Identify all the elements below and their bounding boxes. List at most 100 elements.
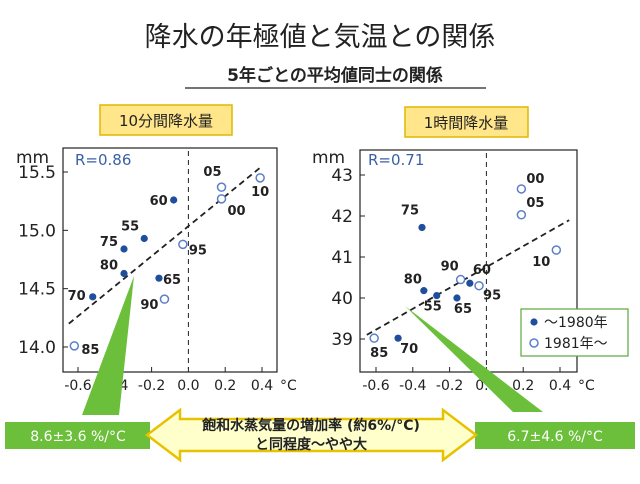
right-point-05 <box>516 210 527 220</box>
right-point-75 <box>418 223 426 232</box>
right-point-label-05: 05 <box>526 196 544 211</box>
right-point-label-55: 55 <box>424 300 442 315</box>
left-point-label-05: 05 <box>203 165 221 180</box>
right-point-55 <box>433 291 441 300</box>
right-x-tick-label: 0.2 <box>512 378 534 394</box>
right-point-95 <box>474 280 484 291</box>
left-point-label-55: 55 <box>121 220 139 235</box>
note-double-arrow <box>144 407 479 463</box>
right-point-00 <box>516 184 527 194</box>
left-point-label-00: 00 <box>228 204 246 219</box>
right-plot-frame <box>359 149 578 373</box>
left-point-90 <box>159 294 170 304</box>
left-panel-title-box <box>99 104 233 136</box>
right-point-label-65: 65 <box>454 302 472 317</box>
right-rate-box <box>475 422 635 449</box>
note-line-1: 飽和水蒸気量の増加率 (約6%/°C) <box>201 417 420 434</box>
right-panel-title: 1時間降水量 <box>424 114 509 132</box>
right-point-label-90: 90 <box>441 260 459 275</box>
left-point-55 <box>140 234 148 243</box>
left-point-label-60: 60 <box>150 194 168 209</box>
right-y-unit: mm <box>312 148 345 168</box>
right-point-label-85: 85 <box>370 346 388 361</box>
left-point-10 <box>255 173 265 183</box>
right-panel-title-box <box>404 106 529 138</box>
left-x-tick-label: 0.4 <box>251 378 273 394</box>
right-x-tick-label: -0.4 <box>399 378 426 394</box>
right-rate-label: 6.7±4.6 %/°C <box>507 429 603 445</box>
page-title: 降水の年極値と気温との関係 <box>145 22 496 53</box>
left-x-tick-label: 0.0 <box>177 378 199 394</box>
right-x-unit: °C <box>578 378 595 394</box>
right-y-tick-label: 40 <box>331 289 353 309</box>
right-point-label-60: 60 <box>473 263 491 278</box>
left-point-label-70: 70 <box>68 289 86 304</box>
left-y-unit: mm <box>16 148 49 168</box>
right-trend-line <box>366 219 570 336</box>
left-point-label-85: 85 <box>81 343 99 358</box>
right-x-tick-label: -0.2 <box>436 378 463 394</box>
left-plot-frame <box>62 147 278 373</box>
left-y-tick-label: 14.5 <box>18 280 56 300</box>
left-point-85 <box>69 341 80 351</box>
right-x-tick-label: -0.6 <box>362 378 389 394</box>
right-point-80 <box>420 287 428 295</box>
right-correlation-label: R=0.71 <box>368 151 424 169</box>
right-y-tick-label: 41 <box>331 248 353 268</box>
right-point-90 <box>455 274 466 285</box>
legend-filled-marker <box>530 318 538 326</box>
left-point-label-10: 10 <box>251 185 269 200</box>
left-point-label-75: 75 <box>100 235 118 250</box>
left-rate-box <box>5 422 150 449</box>
right-x-tick-label: 0.4 <box>549 378 571 394</box>
left-point-80 <box>120 269 128 278</box>
legend-open-marker <box>529 338 539 348</box>
left-correlation-label: R=0.86 <box>75 151 131 169</box>
left-y-tick-label: 14.0 <box>18 338 56 358</box>
right-point-label-00: 00 <box>526 172 544 187</box>
right-point-label-10: 10 <box>532 255 550 270</box>
left-trend-line <box>68 165 263 325</box>
right-y-tick-label: 42 <box>331 207 353 227</box>
right-y-tick-label: 39 <box>331 330 353 350</box>
legend-label-pre1980: ～1980年 <box>544 315 608 331</box>
right-point-70 <box>394 334 402 342</box>
right-callout-wedge <box>405 306 543 412</box>
left-x-unit: °C <box>280 378 297 394</box>
right-point-65 <box>453 294 461 302</box>
left-y-tick-label: 15.5 <box>18 163 56 183</box>
note-line-2: と同程度～やや大 <box>255 436 367 453</box>
left-rate-label: 8.6±3.6 %/°C <box>30 429 126 445</box>
right-point-label-70: 70 <box>400 342 418 357</box>
left-point-00 <box>216 194 227 204</box>
left-point-95 <box>178 239 188 250</box>
left-point-label-80: 80 <box>100 259 118 274</box>
left-callout-wedge <box>82 276 134 415</box>
left-point-70 <box>89 293 97 301</box>
left-y-tick-label: 15.0 <box>18 221 56 241</box>
left-point-label-95: 95 <box>189 243 207 258</box>
chart-left: -0.6-0.4-0.20.00.20.4°C15.515.014.514.07… <box>18 151 297 394</box>
right-point-label-75: 75 <box>401 203 419 218</box>
left-x-tick-label: 0.2 <box>214 378 236 394</box>
left-x-tick-label: -0.2 <box>138 378 165 394</box>
legend-label-post1981: 1981年～ <box>544 336 608 352</box>
left-point-05 <box>216 182 227 192</box>
left-point-label-65: 65 <box>163 273 181 288</box>
right-point-60 <box>466 279 474 287</box>
right-point-85 <box>369 333 379 343</box>
right-y-tick-label: 43 <box>331 166 353 186</box>
legend-box <box>520 308 629 357</box>
left-point-label-90: 90 <box>140 298 158 313</box>
right-point-label-80: 80 <box>404 273 422 288</box>
left-x-tick-label: -0.6 <box>64 378 91 394</box>
right-point-label-95: 95 <box>483 289 501 304</box>
left-point-60 <box>170 196 178 204</box>
page-subtitle: 5年ごとの平均値同士の関係 <box>227 65 443 86</box>
left-panel-title: 10分間降水量 <box>119 112 213 130</box>
left-point-65 <box>155 274 163 282</box>
left-point-75 <box>120 245 128 253</box>
right-point-10 <box>551 245 562 255</box>
